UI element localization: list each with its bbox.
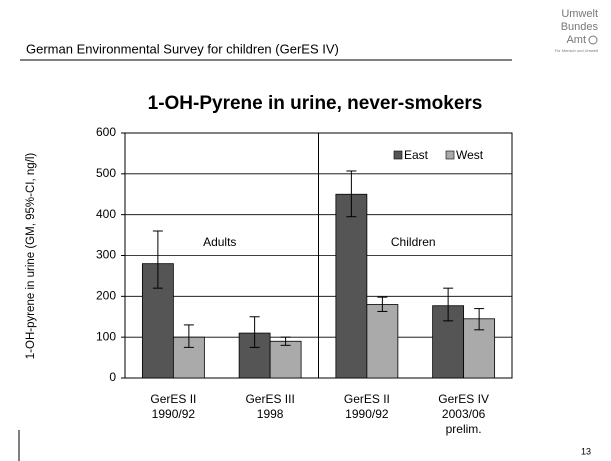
x-tick-label: GerES III [245,392,294,406]
y-tick-label: 100 [96,329,116,343]
logo-line: Amt [566,34,586,46]
y-tick-label: 400 [96,207,116,221]
slide-title: German Environmental Survey for children… [26,41,339,56]
annotation: Children [391,235,436,249]
x-tick-label: GerES IV [438,392,489,406]
y-tick-label: 300 [96,248,116,262]
legend-swatch [445,150,455,160]
logo-tagline: Für Mensch und Umwelt [555,48,599,53]
y-tick-label: 600 [96,125,116,139]
logo-line: Bundes [561,21,599,33]
y-tick-label: 200 [96,289,116,303]
bar [366,304,399,379]
legend-label: West [456,148,484,162]
x-tick-label: GerES II [344,392,390,406]
logo-line: Umwelt [561,8,598,20]
x-tick-label: 1990/92 [345,407,389,421]
legend-swatch [393,150,403,160]
annotation: Adults [203,235,236,249]
bar [269,340,302,379]
legend-label: East [404,148,429,162]
logo-icon [588,35,598,45]
x-tick-label: prelim. [446,422,482,436]
y-axis-label: 1-OH-pyrene in urine (GM, 95%-CI, ng/l) [25,153,37,360]
x-tick-label: 2003/06 [442,407,486,421]
page-number: 13 [581,446,591,456]
chart-title: 1-OH-Pyrene in urine, never-smokers [148,93,483,114]
x-tick-label: 1990/92 [152,407,196,421]
y-tick-label: 500 [96,166,116,180]
x-tick-label: 1998 [257,407,284,421]
y-tick-label: 0 [109,370,116,384]
bar [335,193,368,379]
x-tick-label: GerES II [150,392,196,406]
